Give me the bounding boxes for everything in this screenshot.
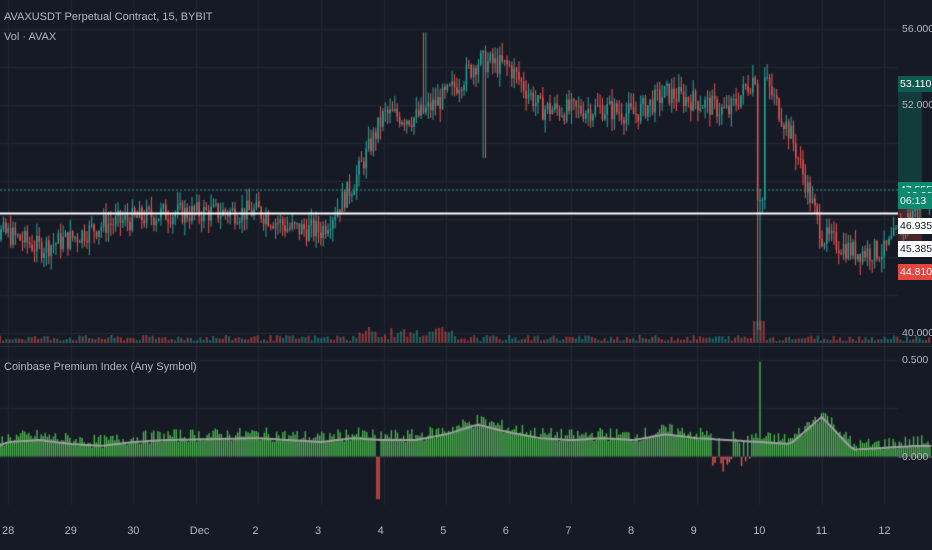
time-axis-label: 5: [440, 525, 447, 537]
time-axis-label: 12: [878, 525, 891, 537]
time-axis-label: 28: [2, 525, 15, 537]
time-axis-label: 8: [628, 525, 635, 537]
time-axis-label: 11: [815, 525, 828, 537]
time-axis-label: 4: [377, 525, 384, 537]
time-axis-label: 30: [127, 525, 140, 537]
price-scale-tick: 56.000: [902, 22, 932, 35]
indicator-scale-tick: 0.000: [902, 450, 929, 463]
time-axis-label: 29: [64, 525, 77, 537]
price-scale-box: 45.385: [898, 240, 932, 257]
time-axis-label: Dec: [189, 525, 210, 537]
indicator-title: Coinbase Premium Index (Any Symbol): [4, 361, 197, 373]
time-axis-label: 9: [690, 525, 697, 537]
price-scale-box: 06:13: [898, 193, 932, 210]
time-axis-label: 10: [753, 525, 766, 537]
price-scale-tick: 52.000: [902, 98, 932, 111]
indicator-scale-tick: 0.500: [902, 353, 929, 366]
time-axis-label: 3: [315, 525, 322, 537]
time-axis-label: 7: [565, 525, 572, 537]
volume-label: Vol · AVAX: [4, 31, 57, 43]
price-scale-tick: 40.000: [902, 327, 932, 340]
price-scale-box: 44.810: [898, 264, 932, 281]
time-axis-label: 2: [252, 525, 259, 537]
price-scale-box: 53.110: [898, 75, 932, 92]
price-scale-box: 46.935: [898, 217, 932, 234]
symbol-title: AVAXUSDT Perpetual Contract, 15, BYBIT: [4, 11, 213, 23]
time-axis-label: 6: [502, 525, 509, 537]
